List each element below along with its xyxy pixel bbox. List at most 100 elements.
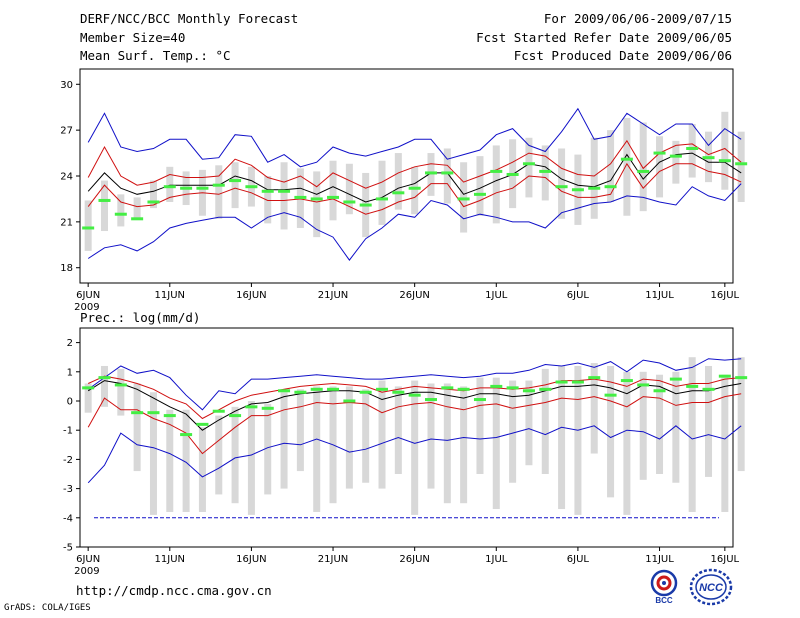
temp-member-box — [541, 145, 549, 201]
precip-y-tick-label: -4 — [63, 513, 73, 524]
precip-member-box — [345, 386, 353, 489]
temp-x-tick-label: 11JUN — [155, 290, 185, 301]
temp-climate-marker — [522, 162, 535, 166]
temp-member-box — [215, 165, 223, 219]
temp-x-tick-label: 6JUN — [76, 290, 100, 301]
precip-member-box — [509, 380, 517, 483]
precip-climate-marker — [653, 389, 666, 393]
precip-member-box — [149, 392, 157, 515]
temp-climate-marker — [506, 172, 519, 176]
temp-climate-marker — [196, 186, 209, 190]
temp-member-box — [672, 140, 680, 184]
temp-climate-marker — [637, 169, 650, 173]
temp-climate-marker — [245, 185, 258, 189]
temp-ensemble-mean-line — [87, 152, 742, 203]
precip-climate-marker — [571, 380, 584, 384]
temp-climate-marker — [669, 154, 682, 158]
precip-climate-marker — [718, 374, 731, 378]
temp-member-box — [476, 156, 484, 216]
precip-climate-marker — [424, 398, 437, 402]
temp-member-box — [492, 145, 500, 224]
ncc-logo-ring — [689, 568, 733, 606]
temp-climate-marker — [278, 189, 291, 193]
precip-climate-marker — [620, 379, 633, 383]
temp-climate-marker — [131, 217, 144, 221]
temp-climate-marker — [261, 189, 274, 193]
precip-climate-marker — [441, 386, 454, 390]
precip-climate-marker — [114, 383, 127, 387]
precip-lower-extreme-line — [87, 425, 742, 484]
precip-y-tick-label: -5 — [63, 543, 73, 554]
temp-member-box — [378, 160, 386, 225]
temp-climate-marker — [376, 197, 389, 201]
precip-climate-marker — [359, 390, 372, 394]
precip-climate-marker — [702, 387, 715, 391]
temp-member-box — [345, 163, 353, 215]
precip-member-box — [525, 380, 533, 466]
temp-climate-marker — [686, 146, 699, 150]
temp-member-box — [84, 200, 92, 251]
forecast-period: For 2009/06/06-2009/07/15 — [543, 11, 732, 26]
precip-member-box — [84, 383, 92, 413]
precip-member-box — [215, 415, 223, 495]
temp-climate-marker — [424, 171, 437, 175]
temp-climate-marker — [490, 169, 503, 173]
precip-climate-marker — [180, 433, 193, 437]
member-size-label: Member Size=40 — [80, 30, 186, 45]
temp-climate-marker — [555, 185, 568, 189]
precip-member-box — [166, 409, 174, 512]
precip-x-tick-label: 16JUN — [236, 554, 266, 565]
precip-climate-marker — [163, 414, 176, 418]
bcc-logo-core — [662, 581, 666, 585]
site-url[interactable]: http://cmdp.ncc.cma.gov.cn — [76, 583, 272, 598]
temp-x-tick-label: 26JUN — [399, 290, 429, 301]
temp-climate-marker — [114, 212, 127, 216]
precip-member-box — [198, 427, 206, 512]
temp-member-box — [149, 180, 157, 209]
temp-climate-marker — [539, 169, 552, 173]
precip-member-box — [231, 406, 239, 504]
temp-x-tick-label: 16JUL — [711, 290, 740, 301]
temp-climate-marker — [702, 156, 715, 160]
chart-title: DERF/NCC/BCC Monthly Forecast — [80, 11, 299, 26]
precip-climate-marker — [457, 387, 470, 391]
precip-member-box — [427, 383, 435, 489]
precip-member-box — [117, 368, 125, 416]
temp-climate-marker — [229, 179, 242, 183]
precip-member-box — [737, 357, 745, 472]
temp-climate-marker — [82, 226, 95, 230]
precip-climate-marker — [310, 387, 323, 391]
temp-climate-marker — [604, 185, 617, 189]
temp-member-box — [639, 122, 647, 212]
temp-member-box — [231, 162, 239, 209]
temp-member-box — [721, 111, 729, 190]
temp-climate-marker — [294, 195, 307, 199]
precip-climate-marker — [604, 393, 617, 397]
refer-date: Fcst Started Refer Date 2009/06/05 — [476, 30, 732, 45]
precip-climate-marker — [522, 389, 535, 393]
precip-climate-marker — [473, 398, 486, 402]
precip-member-box — [541, 368, 549, 474]
temp-member-box — [737, 131, 745, 202]
precip-climate-marker — [82, 386, 95, 390]
precip-member-box — [296, 389, 304, 472]
temp-member-box — [460, 162, 468, 233]
temp-x-tick-label: 21JUN — [318, 290, 348, 301]
temp-member-box — [280, 162, 288, 230]
precip-x-tick-label: 11JUL — [645, 554, 674, 565]
precip-climate-marker — [98, 376, 111, 380]
precip-member-box — [247, 401, 255, 515]
temp-climate-marker — [457, 197, 470, 201]
ncc-logo-text: NCC — [699, 582, 724, 594]
temp-climate-marker — [359, 203, 372, 207]
precip-member-box — [378, 380, 386, 489]
temp-member-box — [166, 166, 174, 202]
temp-climate-marker — [163, 185, 176, 189]
temp-climate-marker — [653, 151, 666, 155]
precip-member-box — [182, 409, 190, 512]
precip-member-box — [574, 365, 582, 515]
precip-member-box — [623, 371, 631, 515]
temp-x-tick-label: 16JUN — [236, 290, 266, 301]
precip-climate-marker — [343, 399, 356, 403]
precip-x-tick-label: 16JUL — [711, 554, 740, 565]
